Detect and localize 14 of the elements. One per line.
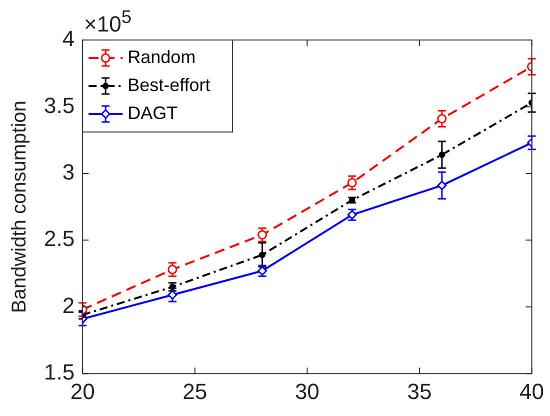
y-tick-label: 2: [62, 292, 75, 318]
x-tick-label: 25: [182, 378, 208, 404]
text: ×10$^{5}$: [84, 6, 132, 38]
y-tick-label: 3.5: [44, 92, 75, 118]
x-tick-label: 40: [520, 378, 544, 404]
y-axis-title: Bandwidth consumption: [8, 100, 31, 313]
legend-label: Best-effort: [128, 74, 210, 95]
legend-label: Random: [128, 46, 196, 67]
x-tick-label: 30: [294, 378, 320, 404]
legend-label: DAGT: [128, 102, 178, 123]
y-tick-label: 3: [62, 160, 75, 185]
y-tick-label: 4: [62, 26, 75, 52]
x-tick-label: 35: [407, 378, 432, 404]
y-tick-label: 2.5: [44, 226, 75, 252]
